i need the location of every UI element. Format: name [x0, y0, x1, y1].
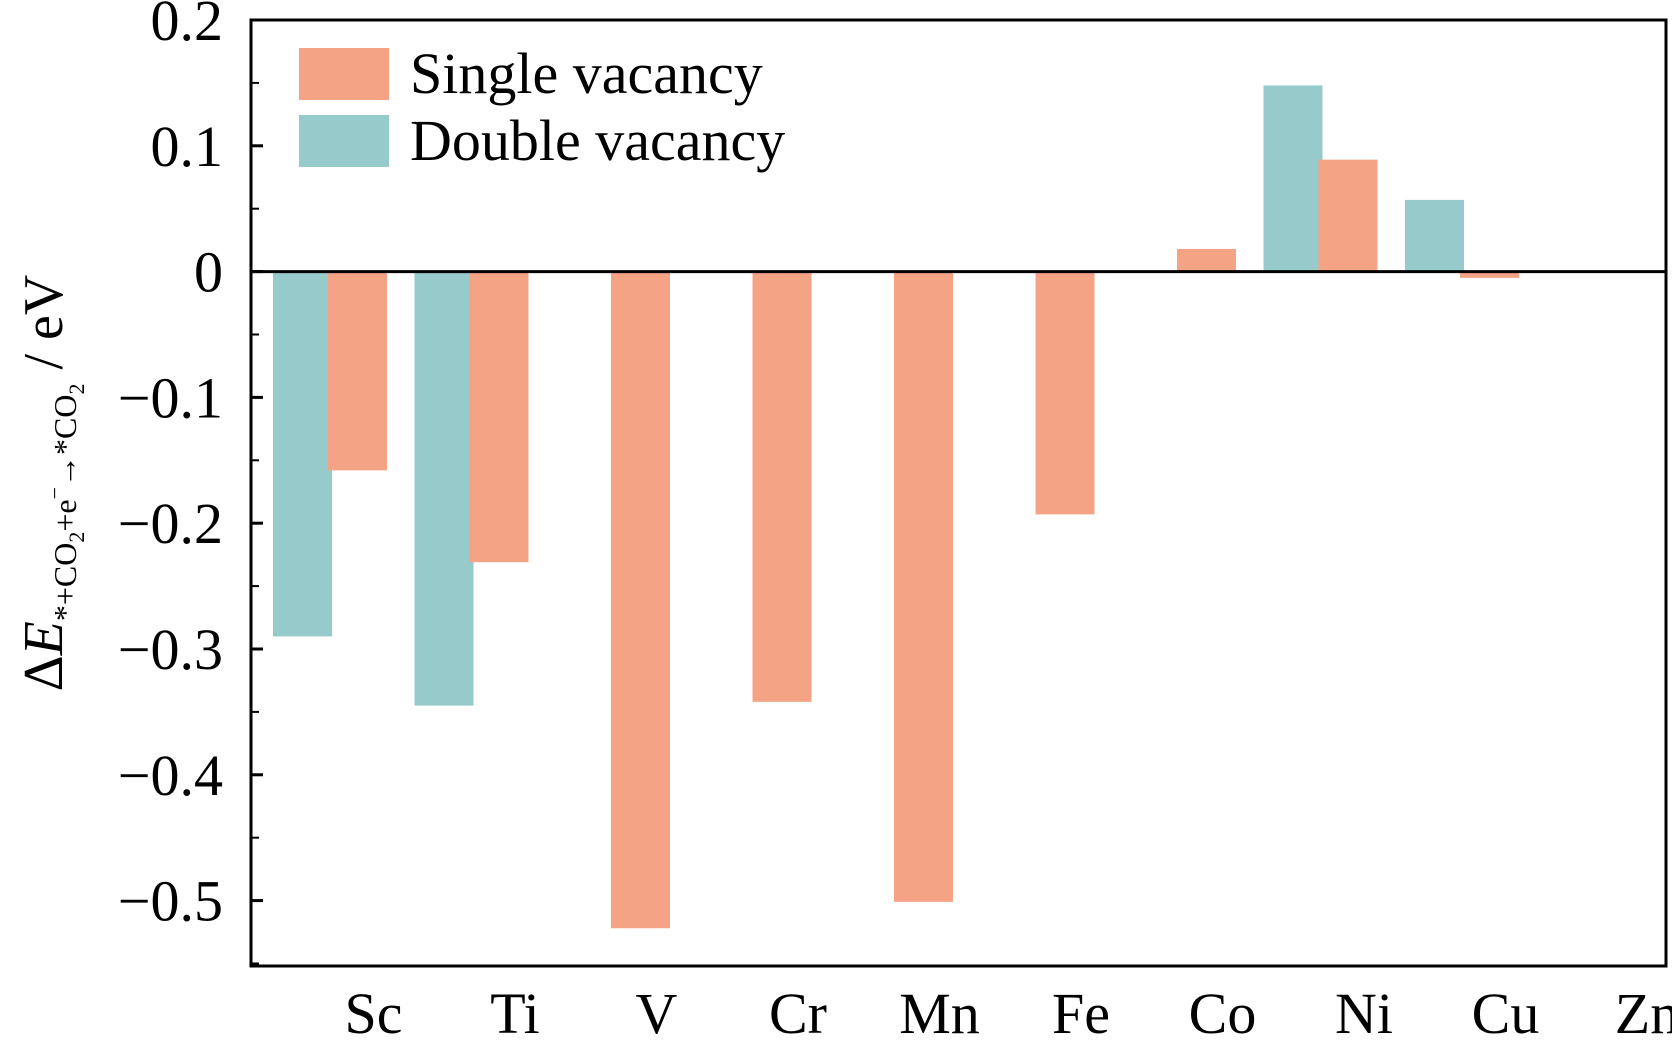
bar-single-co	[1177, 248, 1236, 272]
y-axis-title: ΔE*+CO2+e−→*CO2 / eV	[13, 275, 89, 692]
y-tick-label: 0.2	[151, 0, 224, 53]
x-category-label: V	[636, 981, 678, 1040]
bar-single-ti	[469, 271, 529, 563]
x-category-label: Cu	[1472, 981, 1540, 1040]
bar-single-mn	[894, 271, 953, 902]
x-category-label: Cr	[769, 981, 827, 1040]
x-category-label: Ni	[1335, 981, 1393, 1040]
bar-single-fe	[1035, 271, 1095, 515]
legend-label-double: Double vacancy	[410, 108, 785, 173]
bar-double-ni	[1263, 85, 1323, 272]
bar-double-ti	[414, 271, 474, 706]
bar-double-sc	[273, 271, 332, 637]
y-tick-label: −0.3	[118, 617, 223, 682]
y-tick-label: −0.1	[118, 365, 223, 430]
x-category-label: Sc	[345, 981, 403, 1040]
legend-swatch-single	[299, 48, 389, 100]
y-tick-label: 0	[194, 240, 223, 305]
bars-group	[273, 85, 1519, 929]
y-tick-label: −0.2	[118, 491, 223, 556]
y-axis: 0.2 0.1 0 −0.1 −0.2 −0.3 −0.4 −0.5	[118, 0, 263, 965]
x-category-label: Ti	[490, 981, 540, 1040]
y-tick-label: 0.1	[151, 114, 224, 179]
x-category-label: Zn	[1615, 981, 1672, 1040]
plot-frame	[249, 18, 1668, 968]
bar-single-cr	[752, 271, 812, 702]
bar-single-cu	[1460, 271, 1519, 278]
legend-swatch-double	[299, 115, 389, 167]
bar-single-sc	[328, 271, 387, 471]
legend-label-single: Single vacancy	[410, 41, 763, 106]
y-axis-label: ΔE*+CO2+e−→*CO2 / eV	[13, 275, 89, 692]
x-category-label: Fe	[1052, 981, 1110, 1040]
bar-single-ni	[1318, 159, 1378, 272]
x-category-label: Co	[1189, 981, 1257, 1040]
x-axis: Sc Ti V Cr Mn Fe Co Ni Cu Zn	[345, 981, 1672, 1040]
bar-double-cu	[1405, 199, 1464, 272]
y-tick-label: −0.4	[118, 743, 223, 808]
x-category-label: Mn	[899, 981, 980, 1040]
bar-single-v	[611, 271, 670, 929]
y-tick-label: −0.5	[118, 869, 223, 934]
